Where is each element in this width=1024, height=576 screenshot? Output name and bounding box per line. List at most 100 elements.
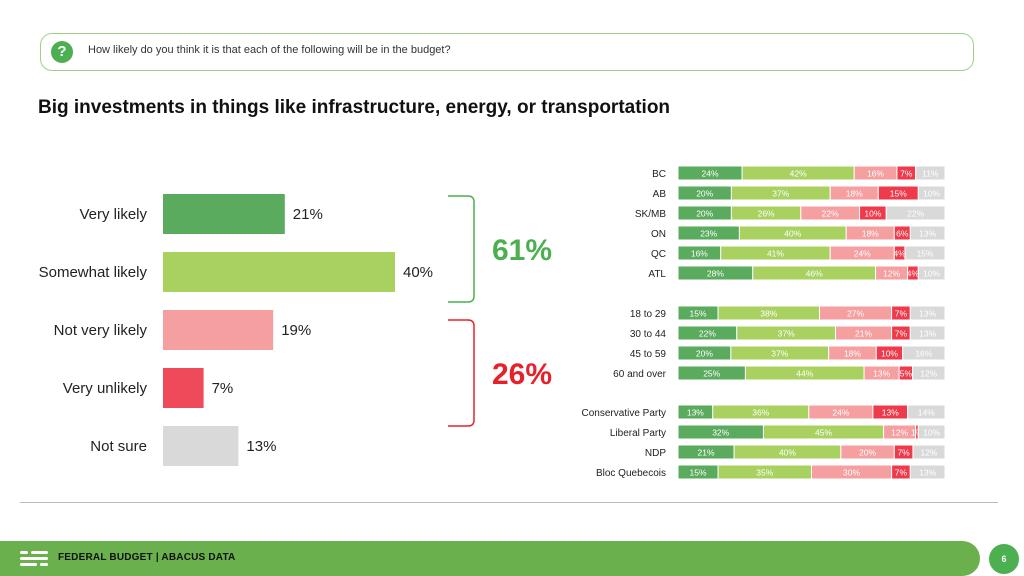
segment-label: 37% [771, 349, 788, 359]
bar [163, 252, 395, 292]
segment-label: 4% [893, 249, 906, 259]
segment-label: 37% [778, 329, 795, 339]
segment-label: 1% [911, 428, 924, 438]
segment-label: 7% [895, 309, 908, 319]
row-label: BC [652, 169, 666, 180]
segment-label: 15% [690, 468, 707, 478]
segment [902, 345, 946, 361]
segment-label: 18% [846, 189, 863, 199]
segment-label: 11% [922, 169, 939, 179]
likely-bracket [448, 195, 475, 303]
value-label: 7% [212, 380, 234, 397]
segment [912, 365, 946, 381]
segment-label: 25% [703, 369, 720, 379]
value-label: 13% [246, 438, 276, 455]
segment-label: 35% [756, 468, 773, 478]
segment-label: 13% [882, 408, 899, 418]
segment-label: 37% [772, 189, 789, 199]
segment-label: 12% [891, 428, 908, 438]
segment-label: 36% [752, 408, 769, 418]
row-label: QC [651, 249, 666, 260]
segment [917, 424, 946, 440]
segment-label: 7% [897, 448, 910, 458]
row-label: Liberal Party [610, 428, 666, 439]
segment-label: 16% [915, 349, 932, 359]
segment-label: 16% [691, 249, 708, 259]
segment-label: 15% [890, 189, 907, 199]
segment-label: 20% [696, 209, 713, 219]
category-label: Very unlikely [63, 380, 148, 397]
segment-label: 14% [918, 408, 935, 418]
bar [163, 426, 239, 466]
bar [163, 194, 285, 234]
segment [917, 265, 946, 281]
segment-label: 44% [796, 369, 813, 379]
segment-label: 26% [758, 209, 775, 219]
row-label: Conservative Party [582, 408, 666, 419]
segment-label: 22% [699, 329, 716, 339]
segment-label: 45% [815, 428, 832, 438]
segment-label: 24% [702, 169, 719, 179]
segment-label: 21% [698, 448, 715, 458]
headline: Big investments in things like infrastru… [38, 97, 671, 118]
category-label: Very likely [79, 206, 147, 223]
unlikely-total: 26% [492, 358, 552, 391]
likely-total: 61% [492, 234, 552, 267]
segment-label: 10% [923, 428, 940, 438]
segment-label: 12% [920, 448, 937, 458]
segment-label: 41% [767, 249, 784, 259]
question-text: How likely do you think it is that each … [88, 44, 451, 56]
row-label: 45 to 59 [630, 349, 667, 360]
segment-label: 22% [907, 209, 924, 219]
segment-label: 40% [784, 229, 801, 239]
row-label: 60 and over [613, 369, 666, 380]
question-icon: ? [51, 41, 73, 63]
segment-label: 42% [790, 169, 807, 179]
segment-label: 13% [919, 329, 936, 339]
segment-label: 13% [919, 229, 936, 239]
segment-label: 10% [923, 189, 940, 199]
segment-label: 23% [700, 229, 717, 239]
row-label: Bloc Quebecois [596, 468, 666, 479]
segment-label: 46% [806, 269, 823, 279]
question-box: ? How likely do you think it is that eac… [40, 33, 974, 71]
segment-label: 13% [687, 408, 704, 418]
segment-label: 24% [832, 408, 849, 418]
main-likelihood-chart: Very likely 21% Somewhat likely 40% Not very… [39, 194, 552, 466]
bar [163, 368, 204, 408]
row-label: 30 to 44 [630, 329, 667, 340]
segment-label: 20% [696, 349, 713, 359]
value-label: 19% [281, 322, 311, 339]
segment-label: 4% [907, 269, 920, 279]
segment [909, 225, 946, 241]
segment-label: 20% [859, 448, 876, 458]
footer-text: FEDERAL BUDGET | ABACUS DATA [58, 552, 236, 563]
segment-label: 13% [873, 369, 890, 379]
segment-label: 6% [896, 229, 909, 239]
row-label: NDP [645, 448, 666, 459]
category-label: Not very likely [54, 322, 148, 339]
segment-label: 18% [844, 349, 861, 359]
segment-label: 40% [779, 448, 796, 458]
segment [915, 165, 946, 181]
row-label: SK/MB [635, 209, 666, 220]
segment [907, 404, 946, 420]
segment-label: 10% [923, 269, 940, 279]
segment-label: 13% [919, 468, 936, 478]
segment [917, 185, 946, 201]
segment-label: 7% [895, 468, 908, 478]
row-label: AB [653, 189, 667, 200]
segment-label: 5% [900, 369, 913, 379]
segment [909, 325, 946, 341]
segment [904, 245, 946, 261]
segment-label: 10% [864, 209, 881, 219]
segment-label: 7% [895, 329, 908, 339]
segment-label: 10% [881, 349, 898, 359]
segment-label: 24% [854, 249, 871, 259]
category-label: Not sure [90, 438, 147, 455]
page-number: 6 [989, 544, 1019, 574]
segment-label: 32% [712, 428, 729, 438]
category-label: Somewhat likely [39, 264, 148, 281]
row-label: 18 to 29 [630, 309, 667, 320]
subgroup-stacked-chart: BC 24% 42% 16% 7% 11% AB 20% 37% 18% 15% 10% SK/MB 20… [582, 165, 946, 480]
